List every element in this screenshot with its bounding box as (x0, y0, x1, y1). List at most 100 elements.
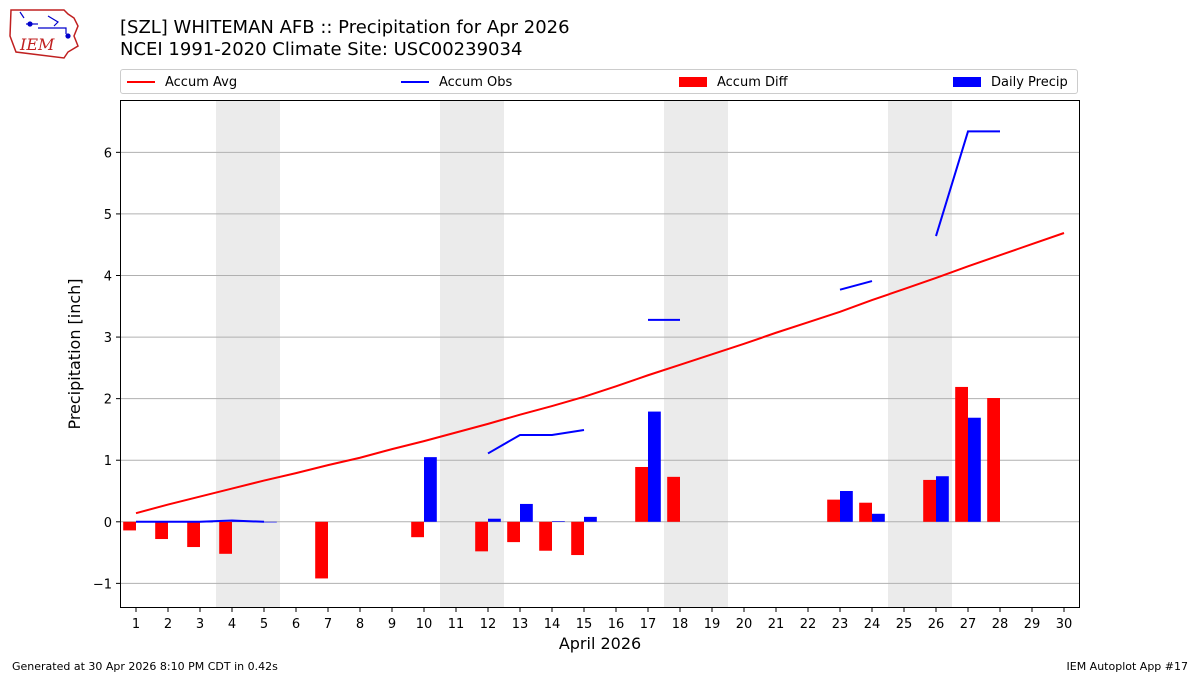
series-lines (135, 130, 1065, 523)
chart-subtitle: NCEI 1991-2020 Climate Site: USC00239034 (120, 39, 523, 60)
x-tick-label: 28 (992, 617, 1009, 632)
x-tick-label: 30 (1056, 617, 1073, 632)
accum-diff-bar (827, 499, 840, 522)
y-axis-label: Precipitation [inch] (65, 278, 84, 429)
accum-obs-line (487, 429, 585, 455)
x-tick-label: 26 (928, 617, 945, 632)
weather-symbols-icon (19, 11, 71, 39)
chart-title: [SZL] WHITEMAN AFB :: Precipitation for … (120, 17, 570, 38)
x-tick-label: 7 (324, 617, 332, 632)
x-tick-label: 16 (608, 617, 625, 632)
accum-diff-bar (923, 479, 936, 522)
legend-item-accum-diff: Accum Diff (679, 74, 788, 90)
legend-swatch-accum-obs (401, 81, 429, 83)
weekend-shade-4 (888, 100, 952, 608)
y-tick-label: −1 (93, 577, 112, 592)
accum-obs-line (136, 519, 265, 523)
accum-diff-bar (987, 398, 1000, 522)
accum-diff-bar (667, 476, 680, 522)
x-tick-label: 1 (132, 617, 140, 632)
daily-precip-bar (424, 457, 437, 522)
footer-app-text: IEM Autoplot App #17 (1066, 660, 1189, 673)
x-tick-label: 19 (704, 617, 721, 632)
x-tick-label: 15 (576, 617, 593, 632)
legend-swatch-accum-avg (127, 81, 155, 83)
legend-label-accum-avg: Accum Avg (165, 74, 238, 90)
x-tick-label: 20 (736, 617, 753, 632)
y-tick-label: 3 (104, 331, 112, 346)
x-tick-label: 2 (164, 617, 172, 632)
x-tick-label: 17 (640, 617, 657, 632)
accum-diff-bar (635, 466, 648, 522)
x-tick-label: 6 (292, 617, 300, 632)
legend-label-accum-obs: Accum Obs (439, 74, 513, 90)
legend-swatch-accum-diff (679, 77, 707, 87)
x-tick-label: 5 (260, 617, 268, 632)
gridlines (120, 151, 1080, 584)
accum-diff-bar (859, 502, 872, 522)
x-tick-label: 12 (480, 617, 497, 632)
daily-precip-bar (840, 491, 853, 522)
x-tick-label: 25 (896, 617, 913, 632)
legend-item-daily-precip: Daily Precip (953, 74, 1068, 90)
accum-avg-line (135, 232, 1065, 515)
x-tick-label: 9 (388, 617, 396, 632)
accum-obs-line (839, 280, 873, 291)
x-tick-label: 23 (832, 617, 849, 632)
x-tick-label: 10 (416, 617, 433, 632)
daily-precip-bar (968, 417, 981, 522)
legend-swatch-daily-precip (953, 77, 981, 87)
daily-precip-bar (584, 516, 597, 522)
daily-precip-bar (936, 476, 949, 522)
bars (123, 386, 1000, 579)
x-tick-label: 11 (448, 617, 465, 632)
daily-precip-bar (264, 521, 277, 523)
x-tick-label: 13 (512, 617, 529, 632)
accum-diff-bar (539, 521, 552, 551)
plot-frame (120, 100, 1080, 608)
accum-diff-bar (219, 521, 232, 554)
footer-generated-text: Generated at 30 Apr 2026 8:10 PM CDT in … (12, 660, 278, 673)
weekend-shading (216, 100, 952, 608)
y-tick-label: 5 (104, 208, 112, 223)
accum-diff-bar (475, 521, 488, 552)
x-axis-label: April 2026 (559, 634, 641, 653)
x-tick-label: 24 (864, 617, 881, 632)
accum-diff-bar (187, 521, 200, 548)
y-tick-label: 2 (104, 393, 112, 408)
x-tick-label: 22 (800, 617, 817, 632)
iowa-state-outline-icon (9, 9, 79, 59)
y-tick-label: 4 (104, 269, 112, 284)
accum-diff-bar (507, 521, 520, 543)
y-tick-label: 1 (104, 454, 112, 469)
accum-diff-bar (155, 521, 168, 540)
daily-precip-bar (520, 503, 533, 522)
daily-precip-bar (552, 521, 565, 522)
legend: Accum Avg Accum Obs Accum Diff Daily Pre… (120, 69, 1078, 94)
x-tick-label: 14 (544, 617, 561, 632)
logo-text: IEM (19, 35, 55, 54)
accum-diff-bar (123, 521, 136, 531)
accum-obs-line (935, 130, 1000, 237)
iem-logo: IEM (9, 9, 79, 59)
x-tick-label: 27 (960, 617, 977, 632)
x-tick-label: 4 (228, 617, 236, 632)
daily-precip-bar (872, 513, 885, 522)
accum-diff-bar (411, 521, 424, 538)
accum-diff-bar (571, 521, 584, 556)
legend-label-accum-diff: Accum Diff (717, 74, 788, 90)
x-tick-label: 3 (196, 617, 204, 632)
y-tick-label: 0 (104, 516, 112, 531)
legend-label-daily-precip: Daily Precip (991, 74, 1068, 90)
x-tick-label: 8 (356, 617, 364, 632)
accum-diff-bar (955, 386, 968, 522)
weekend-shade-2 (440, 100, 504, 608)
y-tick-label: 6 (104, 146, 112, 161)
weekend-shade-3 (664, 100, 728, 608)
x-tick-label: 29 (1024, 617, 1041, 632)
daily-precip-bar (648, 411, 661, 522)
daily-precip-bar (488, 518, 501, 522)
x-tick-label: 21 (768, 617, 785, 632)
